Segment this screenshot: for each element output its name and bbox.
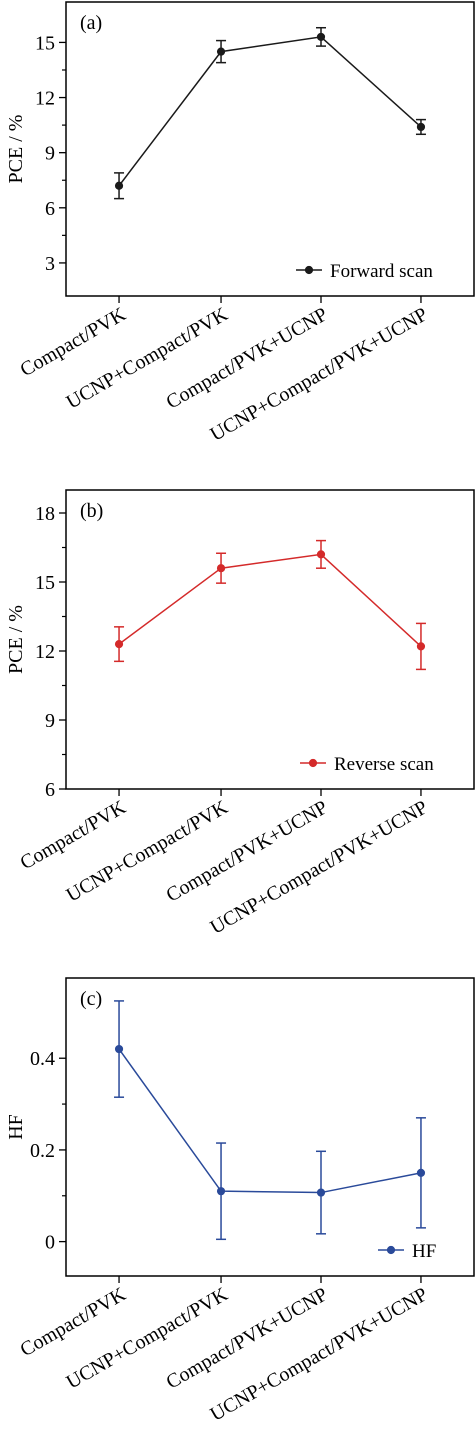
panel-label: (c) <box>80 988 102 1010</box>
y-axis-label: HF <box>5 1114 27 1140</box>
panel-label: (a) <box>80 12 102 34</box>
data-point <box>416 1168 426 1177</box>
y-tick-label: 6 <box>45 198 55 220</box>
data-point <box>114 1044 124 1054</box>
plot-frame <box>65 977 475 1277</box>
y-tick-label: 0.2 <box>30 1140 55 1162</box>
data-point <box>416 122 426 132</box>
data-point <box>216 47 226 56</box>
data-point <box>114 181 124 190</box>
y-tick-label: 0.4 <box>30 1048 55 1070</box>
x-tick-label: UCNP+Compact/PVK <box>63 303 232 414</box>
legend-marker <box>386 1245 396 1255</box>
x-tick-label: UCNP+Compact/PVK <box>63 796 232 907</box>
data-point <box>316 1188 326 1197</box>
chart-panel-b: 69121518Compact/PVKUCNP+Compact/PVKCompa… <box>5 489 475 939</box>
chart-panel-a: 3691215Compact/PVKUCNP+Compact/PVKCompac… <box>5 1 475 446</box>
y-tick-label: 15 <box>35 32 55 54</box>
plot-frame <box>65 489 475 790</box>
y-axis-label: PCE / % <box>5 115 27 184</box>
legend-label: HF <box>412 1241 436 1262</box>
legend-marker <box>308 758 318 768</box>
y-tick-label: 3 <box>45 253 55 275</box>
panel-label: (b) <box>80 500 103 522</box>
y-tick-label: 0 <box>45 1232 55 1254</box>
chart-panel-c: 00.20.4Compact/PVKUCNP+Compact/PVKCompac… <box>5 977 475 1426</box>
data-point <box>416 642 426 651</box>
y-tick-label: 12 <box>35 641 55 663</box>
y-tick-label: 6 <box>45 779 55 801</box>
data-point <box>216 1187 226 1196</box>
data-point <box>316 550 326 559</box>
data-point <box>216 564 226 573</box>
plot-frame <box>65 1 475 297</box>
x-tick-label: Compact/PVK+UCNP <box>163 796 332 906</box>
x-tick-label: Compact/PVK+UCNP <box>163 303 332 413</box>
data-point <box>316 32 326 42</box>
x-tick-label: Compact/PVK+UCNP <box>163 1283 332 1393</box>
legend-label: Reverse scan <box>334 754 434 775</box>
y-tick-label: 9 <box>45 710 55 732</box>
y-tick-label: 9 <box>45 143 55 165</box>
legend-label: Forward scan <box>330 261 433 282</box>
data-point <box>114 640 124 649</box>
x-tick-label: UCNP+Compact/PVK <box>63 1283 232 1394</box>
series-line <box>118 1048 422 1194</box>
y-axis-label: PCE / % <box>5 605 27 674</box>
legend-marker <box>304 265 314 275</box>
series-line <box>118 553 422 647</box>
series-line <box>118 36 422 187</box>
y-tick-label: 15 <box>35 572 55 594</box>
y-tick-label: 12 <box>35 88 55 110</box>
y-tick-label: 18 <box>35 503 55 525</box>
